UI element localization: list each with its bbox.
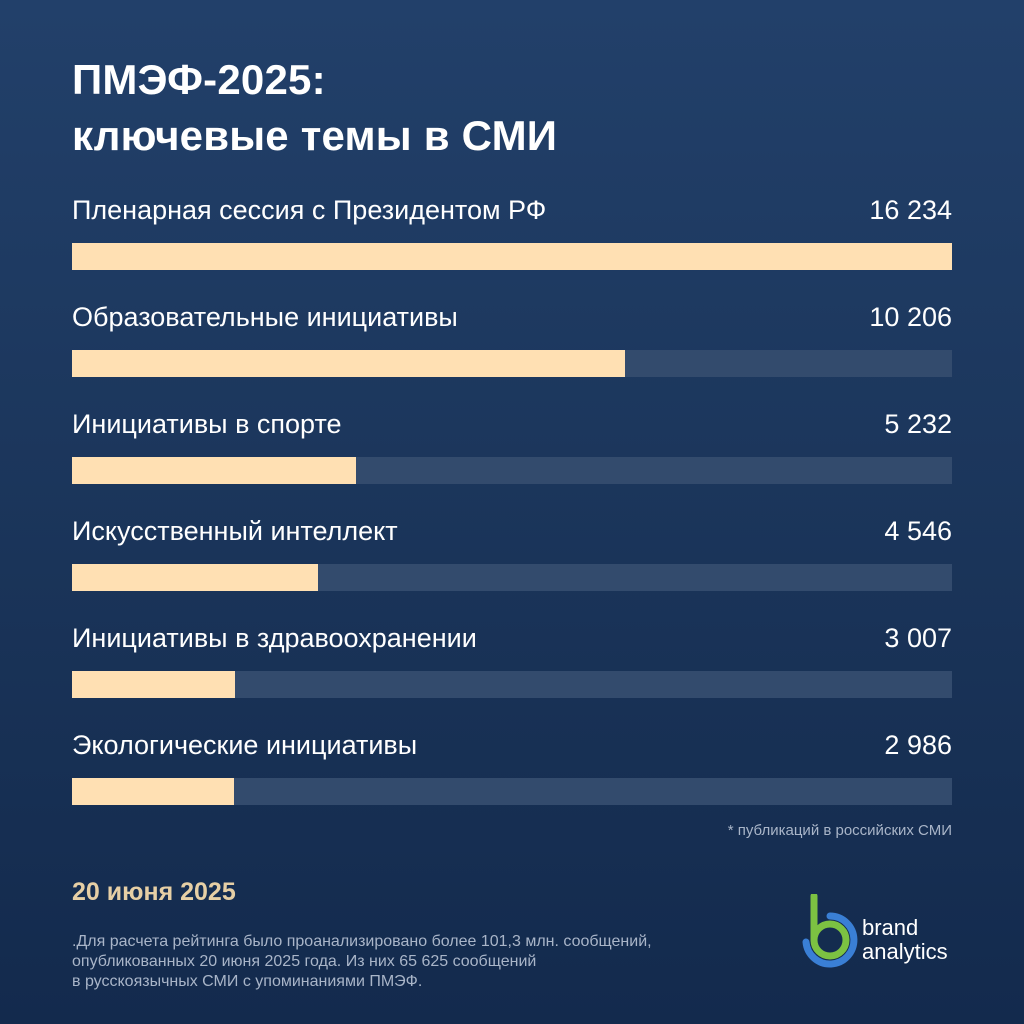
bar-row: Образовательные инициативы 10 206 — [72, 297, 952, 387]
category-label: Образовательные инициативы — [72, 302, 458, 332]
brand-name: brand analytics — [862, 916, 948, 964]
brand-name-line-2: analytics — [862, 939, 948, 964]
value-label: 3 007 — [884, 623, 952, 653]
report-date: 20 июня 2025 — [72, 878, 236, 906]
note-line-2: опубликованных 20 июня 2025 года. Из них… — [72, 953, 537, 970]
bar — [72, 350, 625, 377]
page-title: ПМЭФ-2025: ключевые темы в СМИ — [72, 52, 557, 164]
note-line-3: в русскоязычных СМИ с упоминаниями ПМЭФ. — [72, 973, 423, 990]
bar — [72, 564, 318, 591]
methodology-note: .Для расчета рейтинга было проанализиров… — [72, 932, 772, 992]
title-line-2: ключевые темы в СМИ — [72, 112, 558, 159]
category-label: Пленарная сессия с Президентом РФ — [72, 195, 547, 225]
bar-track — [72, 671, 952, 698]
bar-row: Инициативы в спорте 5 232 — [72, 404, 952, 494]
bar — [72, 457, 356, 484]
bar-track — [72, 778, 952, 805]
bar — [72, 671, 235, 698]
value-label: 10 206 — [869, 302, 952, 332]
category-label: Экологические инициативы — [72, 730, 418, 760]
brand-logo: brand analytics — [800, 894, 980, 974]
bar — [72, 243, 952, 270]
bar-track — [72, 564, 952, 591]
category-label: Инициативы в здравоохранении — [72, 623, 477, 653]
value-label: 4 546 — [884, 516, 952, 546]
bar-track — [72, 243, 952, 270]
bar — [72, 778, 234, 805]
value-label: 16 234 — [869, 195, 952, 225]
bar-row: Экологические инициативы 2 986 — [72, 725, 952, 815]
category-label: Искусственный интеллект — [72, 516, 398, 546]
brand-analytics-logo-icon — [802, 894, 858, 968]
category-label: Инициативы в спорте — [72, 409, 342, 439]
bar-row: Искусственный интеллект 4 546 — [72, 511, 952, 601]
bar-track — [72, 457, 952, 484]
value-label: 5 232 — [884, 409, 952, 439]
chart-footnote: * публикаций в российских СМИ — [727, 822, 952, 839]
bar-row: Пленарная сессия с Президентом РФ 16 234 — [72, 190, 952, 280]
bar-row: Инициативы в здравоохранении 3 007 — [72, 618, 952, 708]
brand-name-line-1: brand — [862, 915, 919, 940]
title-line-1: ПМЭФ-2025: — [72, 56, 326, 103]
bar-track — [72, 350, 952, 377]
note-line-1: .Для расчета рейтинга было проанализиров… — [72, 933, 652, 950]
value-label: 2 986 — [884, 730, 952, 760]
